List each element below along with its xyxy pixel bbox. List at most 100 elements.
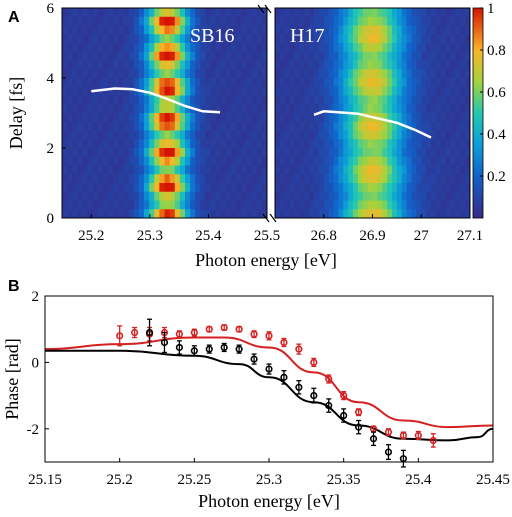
heatmap-cell bbox=[440, 78, 447, 88]
heatmap-cell bbox=[149, 51, 155, 61]
heatmap-cell bbox=[455, 34, 461, 44]
heatmap-cell bbox=[215, 95, 222, 105]
heatmap-cell bbox=[108, 165, 114, 175]
heatmap-cell bbox=[220, 209, 227, 219]
heatmap-cell bbox=[174, 130, 181, 140]
heatmap-cell bbox=[348, 104, 354, 114]
heatmap-cell bbox=[353, 209, 359, 219]
heatmap-cell bbox=[179, 86, 186, 96]
heatmap-cell bbox=[362, 60, 369, 70]
heatmap-cell bbox=[133, 51, 140, 61]
heatmap-cell bbox=[357, 156, 364, 166]
heatmap-cell bbox=[241, 60, 247, 70]
heatmap-cell bbox=[289, 156, 295, 166]
heatmap-cell bbox=[435, 69, 442, 79]
heatmap-cell bbox=[406, 34, 412, 44]
heatmap-cell bbox=[353, 183, 359, 193]
heatmap-cell bbox=[246, 86, 253, 96]
heatmap-cell bbox=[82, 121, 89, 131]
heatmap-cell bbox=[241, 86, 247, 96]
heatmap-cell bbox=[328, 25, 334, 35]
heatmap-cell bbox=[455, 25, 461, 35]
heatmap-cell bbox=[426, 183, 432, 193]
heatmap-cell bbox=[372, 183, 378, 193]
heatmap-cell bbox=[377, 95, 383, 105]
heatmap-cell bbox=[67, 191, 73, 201]
heatmap-cell bbox=[174, 104, 181, 114]
heatmap-cell bbox=[251, 60, 258, 70]
heatmap-cell bbox=[149, 156, 155, 166]
heatmap-cell bbox=[426, 156, 432, 166]
heatmap-cell bbox=[455, 8, 461, 18]
heatmap-cell bbox=[118, 139, 124, 149]
heatmap-cell bbox=[179, 60, 186, 70]
heatmap-cell bbox=[241, 34, 247, 44]
heatmap-cell bbox=[108, 34, 114, 44]
heatmap-cell bbox=[333, 8, 339, 18]
heatmap-cell bbox=[411, 95, 417, 105]
heatmap-cell bbox=[333, 130, 339, 140]
heatmap-cell bbox=[103, 8, 109, 18]
heatmap-cell bbox=[353, 69, 359, 79]
heatmap-cell bbox=[123, 25, 130, 35]
heatmap-cell bbox=[62, 60, 68, 70]
heatmap-cell bbox=[205, 148, 212, 158]
heatmap-cell bbox=[138, 95, 145, 105]
heatmap-cell bbox=[309, 78, 315, 88]
heatmap-cell bbox=[343, 165, 349, 175]
heatmap-cell bbox=[128, 183, 135, 193]
heatmap-cell bbox=[210, 183, 217, 193]
heatmap-cell bbox=[348, 78, 354, 88]
heatmap-cell bbox=[411, 156, 417, 166]
heatmap-cell bbox=[226, 69, 232, 79]
heatmap-cell bbox=[133, 69, 140, 79]
heatmap-cell bbox=[377, 148, 383, 158]
heatmap-cell bbox=[431, 121, 437, 131]
heatmap-cell bbox=[103, 104, 109, 114]
map-label-sb16: SB16 bbox=[190, 25, 234, 47]
heatmap-cell bbox=[179, 95, 186, 105]
heatmap-cell bbox=[289, 113, 295, 123]
heatmap-cell bbox=[367, 200, 373, 210]
heatmap-cell bbox=[200, 69, 206, 79]
heatmap-cell bbox=[82, 130, 89, 140]
heatmap-cell bbox=[220, 95, 227, 105]
heatmap-cell bbox=[62, 34, 68, 44]
heatmap-cell bbox=[174, 165, 181, 175]
heatmap-cell bbox=[294, 104, 300, 114]
heatmap-cell bbox=[144, 8, 150, 18]
heatmap-cell bbox=[256, 78, 263, 88]
heatmap-cell bbox=[200, 209, 206, 219]
heatmap-cell bbox=[289, 16, 295, 26]
heatmap-cell bbox=[382, 34, 388, 44]
heatmap-cell bbox=[299, 174, 305, 184]
heatmap-cell bbox=[103, 86, 109, 96]
heatmap-cell bbox=[338, 121, 344, 131]
heatmap-cell bbox=[92, 148, 99, 158]
heatmap-cell bbox=[256, 156, 263, 166]
heatmap-cell bbox=[144, 104, 150, 114]
heatmap-cell bbox=[128, 191, 135, 201]
heatmap-cell bbox=[435, 165, 442, 175]
heatmap-cell bbox=[108, 43, 114, 53]
heatmap-cell bbox=[314, 78, 320, 88]
heatmap-cell bbox=[123, 130, 130, 140]
heatmap-cell bbox=[205, 25, 212, 35]
heatmap-cell bbox=[357, 183, 364, 193]
heatmap-cell bbox=[97, 139, 104, 149]
heatmap-cell bbox=[67, 121, 73, 131]
heatmap-cell bbox=[304, 25, 310, 35]
heatmap-cell bbox=[396, 60, 403, 70]
heatmap-cell bbox=[426, 16, 432, 26]
heatmap-cell bbox=[92, 121, 99, 131]
heatmap-cell bbox=[314, 130, 320, 140]
heatmap-cell bbox=[144, 148, 150, 158]
heatmap-cell bbox=[67, 113, 73, 123]
heatmap-cell bbox=[372, 8, 378, 18]
heatmap-cell bbox=[128, 16, 135, 26]
heatmap-cell bbox=[440, 174, 447, 184]
heatmap-cell bbox=[185, 86, 191, 96]
heatmap-cell bbox=[314, 69, 320, 79]
heatmap-cell bbox=[275, 148, 281, 158]
heatmap-cell bbox=[236, 200, 242, 210]
